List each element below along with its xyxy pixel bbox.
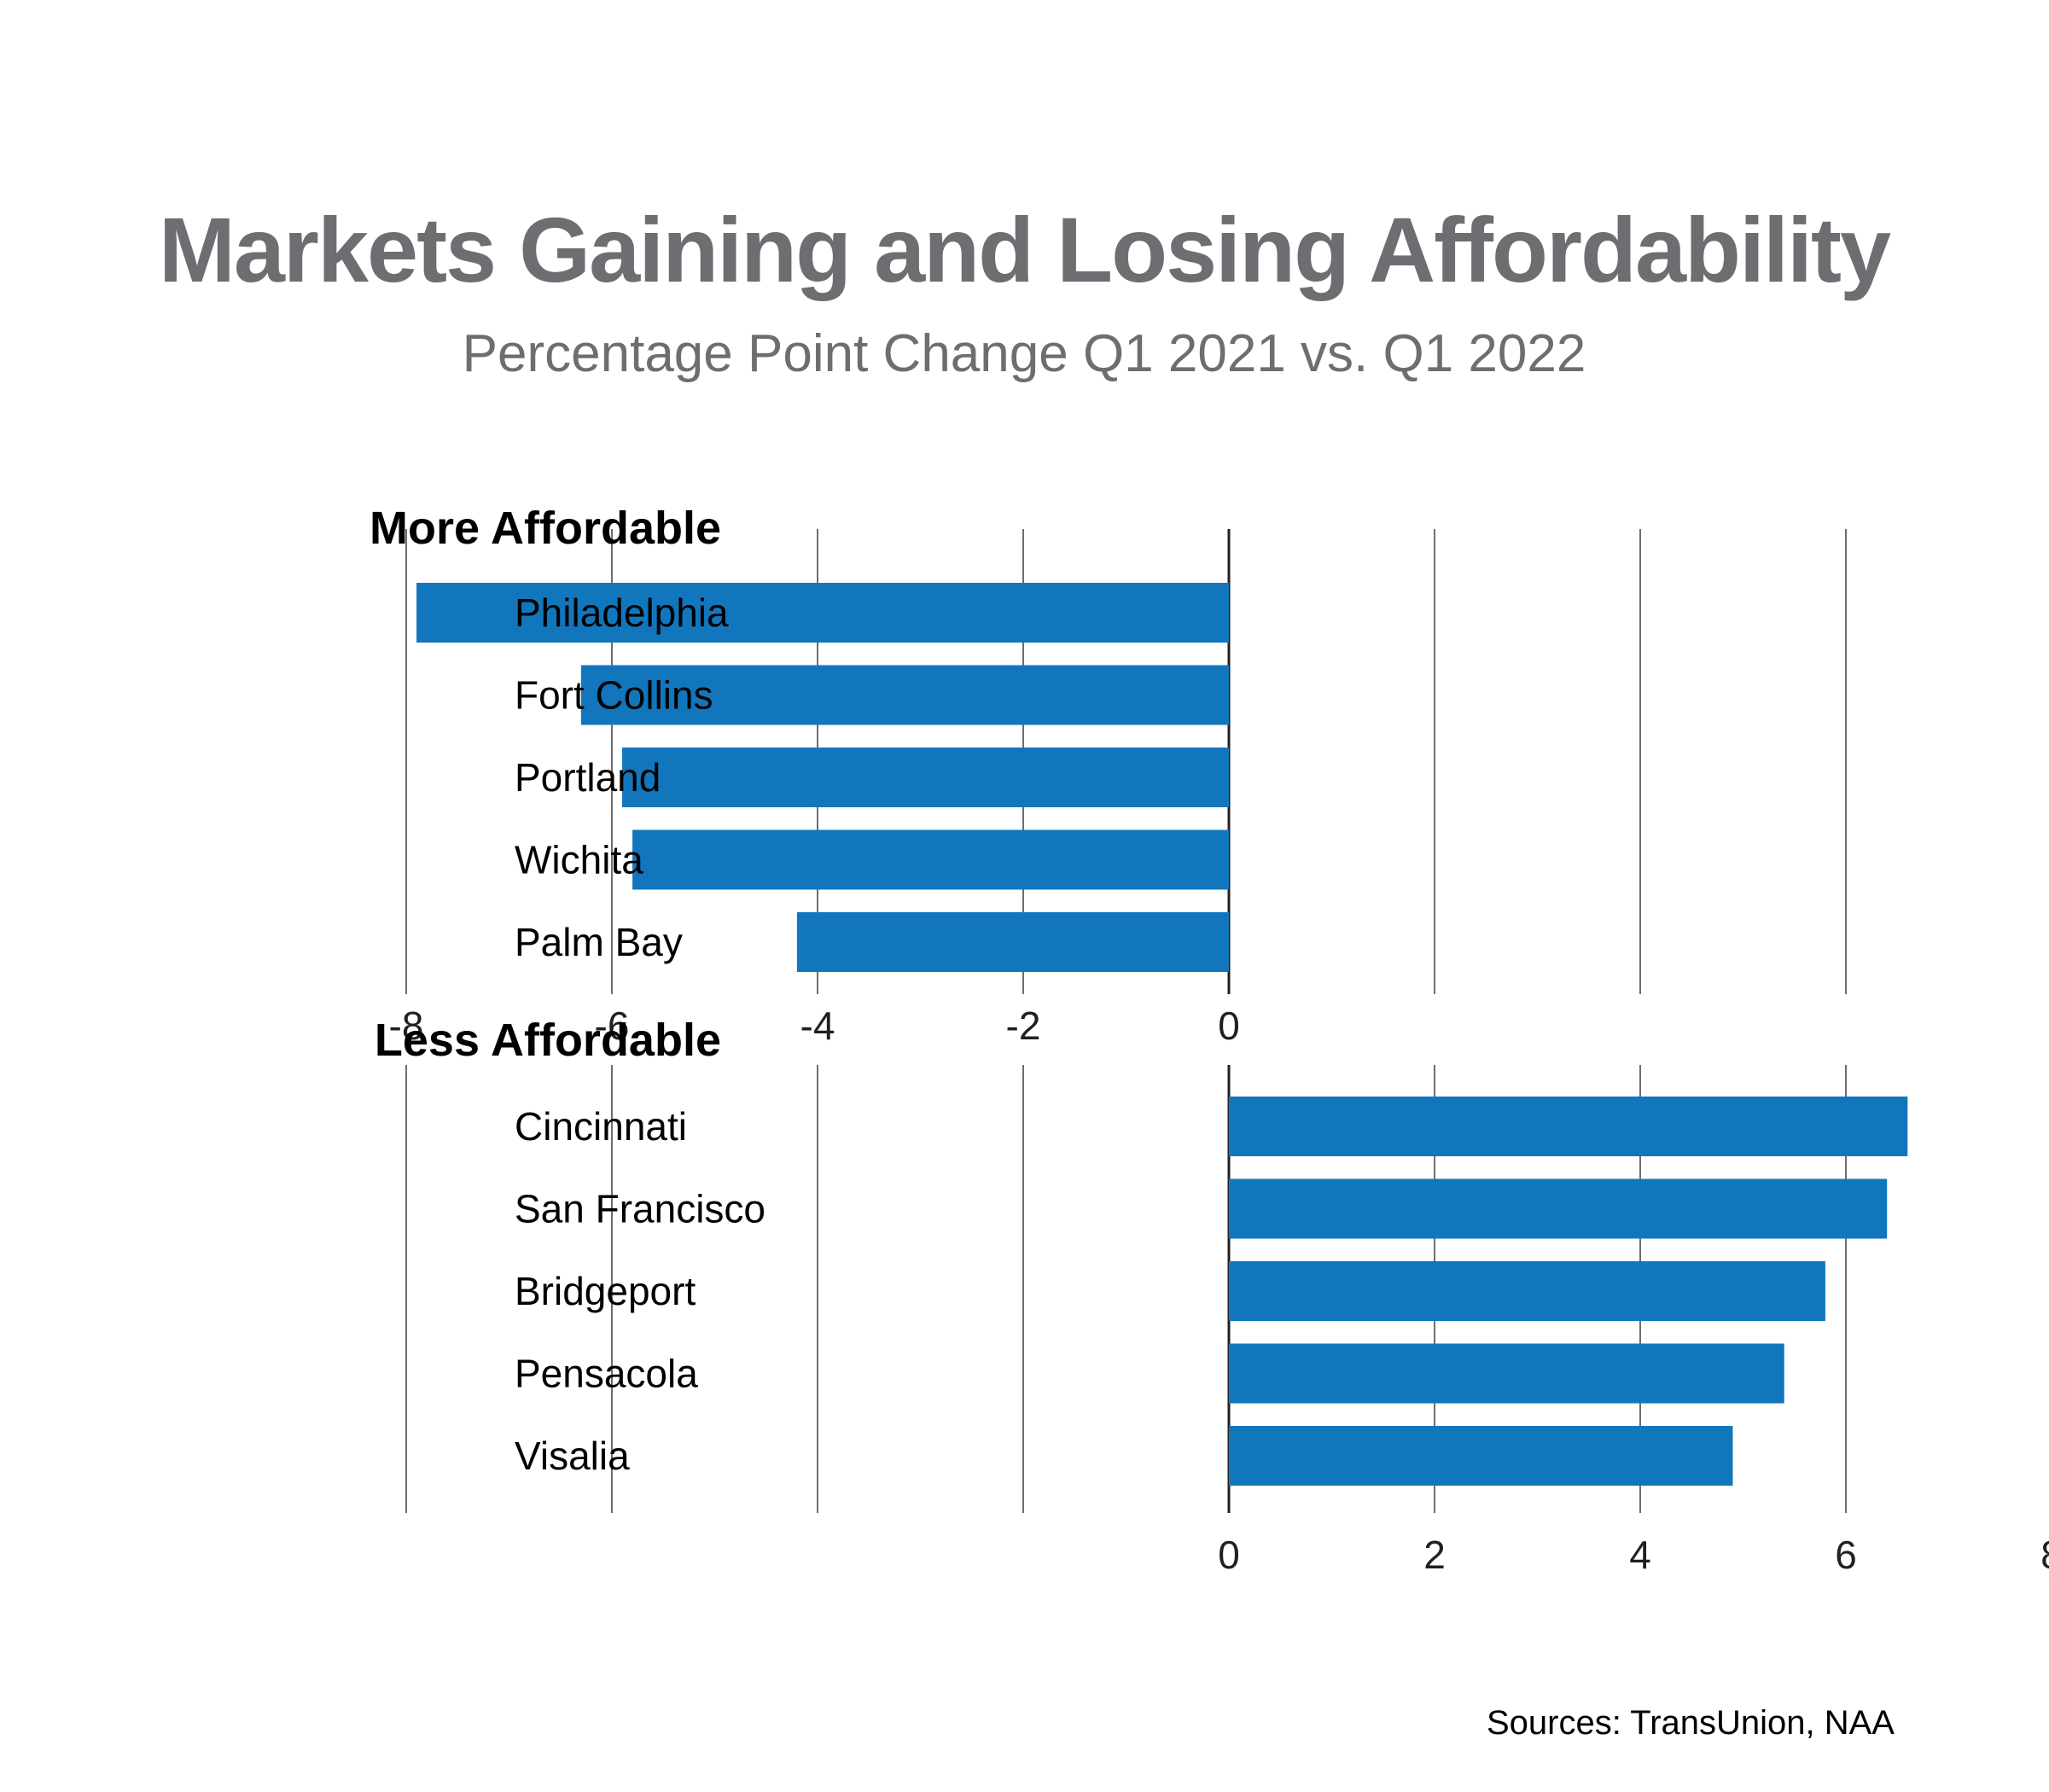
tick-label-p1-6: 6 (1835, 1533, 1857, 1577)
tick-label-p0-neg8: -8 (389, 1004, 424, 1048)
tick-label-p0-neg2: -2 (1006, 1004, 1041, 1048)
bars-layer (416, 583, 1908, 1486)
bar-bridgeport (1229, 1261, 1825, 1321)
category-label-philadelphia: Philadelphia (515, 591, 729, 635)
category-label-wichita: Wichita (515, 838, 643, 882)
tick-label-p1-2: 2 (1423, 1533, 1446, 1577)
bar-palm-bay (796, 912, 1229, 972)
category-label-bridgeport: Bridgeport (515, 1269, 696, 1313)
tick-label-p0-neg6: -6 (595, 1004, 630, 1048)
tick-label-p1-0: 0 (1218, 1533, 1240, 1577)
category-label-cincinnati: Cincinnati (515, 1104, 687, 1149)
tick-label-p0-neg4: -4 (800, 1004, 835, 1048)
labels-layer: Philadelphia Fort Collins Portland Wichita P… (389, 591, 2049, 1577)
category-label-portland: Portland (515, 755, 661, 800)
chart-title: Markets Gaining and Losing Affordability (159, 198, 1891, 301)
section-label-more-affordable: More Affordable (370, 503, 721, 554)
bar-san-francisco (1229, 1178, 1888, 1239)
tick-label-p1-8: 8 (2040, 1533, 2049, 1577)
bar-cincinnati (1229, 1097, 1908, 1156)
category-label-visalia: Visalia (515, 1434, 630, 1478)
bar-fort-collins (580, 665, 1229, 725)
bar-philadelphia (416, 583, 1229, 643)
bar-portland (622, 748, 1229, 807)
bar-wichita (632, 829, 1229, 890)
bar-pensacola (1229, 1343, 1784, 1404)
source-note: Sources: TransUnion, NAA (1487, 1704, 1895, 1742)
chart-subtitle: Percentage Point Change Q1 2021 vs. Q1 2… (463, 324, 1586, 383)
tick-label-p0-0: 0 (1218, 1004, 1240, 1048)
category-label-san-francisco: San Francisco (515, 1187, 765, 1231)
category-label-pensacola: Pensacola (515, 1352, 698, 1396)
category-label-palm-bay: Palm Bay (515, 920, 683, 964)
category-label-fort-collins: Fort Collins (515, 673, 713, 718)
section-label-less-affordable: Less Affordable (375, 1015, 721, 1066)
bar-visalia (1229, 1426, 1733, 1486)
tick-label-p1-4: 4 (1629, 1533, 1651, 1577)
